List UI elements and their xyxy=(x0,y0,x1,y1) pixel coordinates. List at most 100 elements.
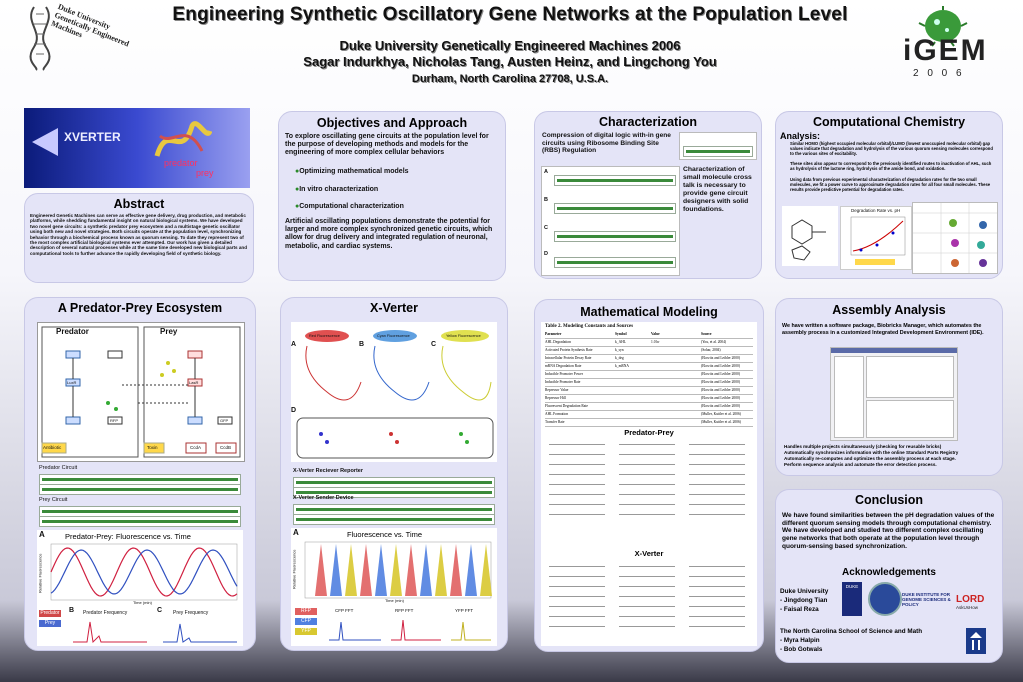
comp-chem-bullet-1: Similar HOMO (highest occupied molecular… xyxy=(790,141,993,156)
luxr-node: LuxR xyxy=(67,380,77,385)
lord-logo-text: LORD xyxy=(956,594,985,605)
ack-ncssm-2: - Myra Halpin xyxy=(780,637,820,644)
char-label-c: C xyxy=(544,225,548,231)
xverter-circuit-diagram: Red Fluorescence Cyan Fluorescence Yello… xyxy=(291,322,497,462)
objectives-outro: Artificial oscillating populations demon… xyxy=(285,218,493,250)
fluorescence-peak xyxy=(330,544,342,596)
table-cell: Fluorescent Degradation Rate xyxy=(545,404,588,408)
legend-rfp: RFP xyxy=(295,608,317,615)
prey-circuit-label: Prey Circuit xyxy=(39,497,68,503)
objectives-bullet-1: Optimizing mathematical models xyxy=(295,168,408,176)
equation-line xyxy=(689,576,745,577)
objectives-panel: Objectives and Approach To explore oscil… xyxy=(278,111,506,281)
equation-line xyxy=(689,474,745,475)
characterization-side-text: Characterization of small molecule cross… xyxy=(683,166,752,213)
table-cell: Transfer Rate xyxy=(545,420,565,424)
table-cell: (You, et al. 2004) xyxy=(701,340,727,344)
table-cell: Repressor Value xyxy=(545,388,569,392)
equation-line xyxy=(689,616,745,617)
toxin-node: Toxin xyxy=(147,445,158,450)
table-row: mRNA Degradation Rate k_mRNA (Elowitz and … xyxy=(545,363,753,371)
pp-plot-title: Predator-Prey: Fluorescence vs. Time xyxy=(65,532,191,541)
ack-ncssm-3: - Bob Gotwals xyxy=(780,646,823,653)
circuit-diagram xyxy=(41,326,241,458)
objectives-bullet-2: In vitro characterization xyxy=(295,186,378,194)
equation-line xyxy=(619,474,675,475)
xverter-panel: X-Verter Red Fluorescence Cyan Fluoresce… xyxy=(280,297,508,651)
table-header-cell: Symbol xyxy=(615,332,627,336)
ack-ncssm-1: The North Carolina School of Science and… xyxy=(780,628,923,635)
orbital-grid xyxy=(913,203,997,273)
pp-label-c: C xyxy=(157,607,163,614)
fluorescence-peak xyxy=(450,544,462,596)
equation-line xyxy=(689,464,745,465)
table-cell: k_AHL xyxy=(615,340,626,344)
assembly-title: Assembly Analysis xyxy=(832,303,946,317)
math-table-caption: Table 2. Modeling Constants and Sources xyxy=(545,324,634,329)
prey-label: Prey xyxy=(160,327,178,336)
equation-line xyxy=(619,444,675,445)
igem-cell-icon xyxy=(918,6,968,47)
banner-xverter-text: XVERTER xyxy=(64,130,121,144)
nc-seal-logo xyxy=(868,582,902,616)
duke-logo-text: DUKE xyxy=(845,584,859,589)
pp-label-b: B xyxy=(69,607,75,614)
pp-label-a: A xyxy=(39,530,45,539)
frequency-spectra xyxy=(73,621,237,644)
math-xv-label: X-Verter xyxy=(634,549,664,558)
predator-prey-circuit-diagram: Predator Prey Antibiotic Toxin CcdA CcdB… xyxy=(37,322,245,462)
predator-prey-plot: A Predator-Prey: Fluorescence vs. Time R… xyxy=(37,530,243,646)
molecule-figure xyxy=(782,206,838,266)
table-cell: (Elowitz and Leibler 2000) xyxy=(701,396,741,400)
ccda-node: CcdA xyxy=(190,445,202,450)
characterization-intro: Compression of digital logic with-in gen… xyxy=(542,132,671,155)
equation-line xyxy=(619,504,675,505)
poster-authors: Sagar Indurkhya, Nicholas Tang, Austen H… xyxy=(303,54,717,69)
assembly-bullet-4: Perform sequence analysis and automate t… xyxy=(784,462,937,467)
prey-circuit-seq-2 xyxy=(39,516,241,527)
table-row: Transfer Rate (Muller, Kuttler et al. 200… xyxy=(545,419,753,427)
xv-label-a: A xyxy=(291,341,297,348)
poster-location: Durham, North Carolina 27708, U.S.A. xyxy=(411,73,609,85)
fluorescence-time-plot xyxy=(50,543,238,601)
fluorescence-peak xyxy=(360,544,372,596)
cfp-fft-label: CFP FFT xyxy=(335,608,354,613)
comp-chem-bullet-3: Using data from previous experimental ch… xyxy=(790,177,991,192)
equation-line xyxy=(549,454,605,455)
predator-circuit-label: Predator Circuit xyxy=(39,465,78,471)
equation-line xyxy=(619,616,675,617)
table-row: Intracellular Protein Decay Rate k_deg (El… xyxy=(545,355,753,363)
equation-line xyxy=(619,586,675,587)
xverter-plot: A Fluorescence vs. Time Relative Fluores… xyxy=(291,528,497,646)
table-row: Inducible Promoter Power (Elowitz and Lei… xyxy=(545,371,753,379)
table-cell: k_deg xyxy=(615,356,624,360)
predator-circuit-seq-2 xyxy=(39,484,241,495)
equation-line xyxy=(549,484,605,485)
equation-line xyxy=(549,464,605,465)
table-header-cell: Source xyxy=(701,332,712,336)
fluorescence-peak xyxy=(465,544,477,596)
equation-line xyxy=(689,494,745,495)
pp-freq-prey: Prey Frequency xyxy=(173,610,209,616)
rfp-node: RFP xyxy=(110,418,118,423)
prey-series-line xyxy=(50,549,238,595)
assembly-bullet-1: Handles multiple projects simultaneously… xyxy=(784,444,942,449)
degradation-plot: Degradation Rate vs. pH xyxy=(840,206,912,270)
table-row: AHL Degradation k_AHL 1.0 hr (You, et al. 2… xyxy=(545,339,753,347)
equation-line xyxy=(619,494,675,495)
yellow-fluor-label: Yellow Fluorescence xyxy=(446,334,481,338)
predator-prey-title: A Predator-Prey Ecosystem xyxy=(57,301,223,315)
conclusion-body: We have found similarities between the p… xyxy=(782,512,995,550)
igem-logo: iGEM 2 0 0 6 xyxy=(895,4,1013,84)
equation-line xyxy=(549,474,605,475)
red-fluor-label: Red Fluorescence xyxy=(309,334,340,338)
ack-duke-2: - Jingdong Tian xyxy=(780,597,828,604)
equation-line xyxy=(549,444,605,445)
xv-label-c: C xyxy=(431,341,437,348)
table-cell: (Elowitz and Leibler 2000) xyxy=(701,380,741,384)
abstract-body: Engineered Genetic Machines can serve as… xyxy=(30,213,247,256)
characterization-title: Characterization xyxy=(599,115,697,129)
table-row: AHL Formation (Muller, Kuttler et al. 200… xyxy=(545,411,753,419)
gfp-node: GFP xyxy=(220,418,229,423)
char-label-a: A xyxy=(544,169,548,175)
